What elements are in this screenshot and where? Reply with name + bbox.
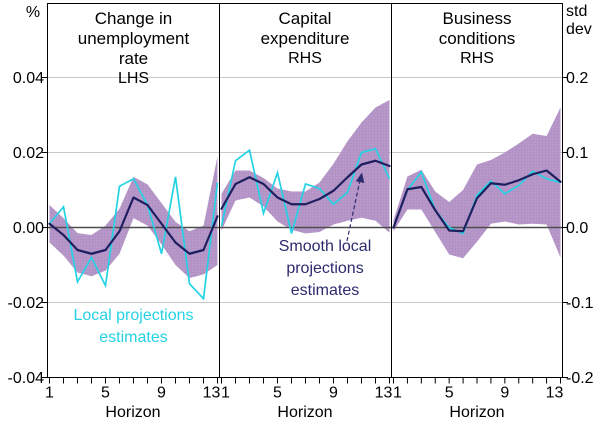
y-tick-label-right: -0.1 <box>566 295 594 312</box>
y-tick-label-left: 0.02 <box>13 145 44 162</box>
std-dev-unit-label: std dev <box>566 3 592 38</box>
confidence-band <box>49 156 218 279</box>
axis-side-label: LHS <box>117 70 150 87</box>
confidence-band <box>393 107 561 259</box>
smooth-arrow-head <box>355 172 365 183</box>
local-projections-line <box>392 170 561 235</box>
y-tick-label-right: 0.2 <box>566 70 588 87</box>
x-tick-label: 5 <box>101 385 110 402</box>
smooth-projections-line <box>220 159 391 210</box>
horizon-label-3: Horizon <box>449 404 505 421</box>
y-tick-label-right: 0.1 <box>566 145 588 162</box>
legend-smooth-projections: Smooth local projections estimates <box>278 238 372 299</box>
local-projections-line <box>48 176 219 301</box>
x-tick-label: 5 <box>273 385 282 402</box>
panel-title-text: Capital expenditure <box>260 9 350 48</box>
smooth-arrow <box>346 179 361 242</box>
y-tick-label-left: -0.04 <box>8 370 45 387</box>
panel-title-unemployment: Change in unemployment rate LHS <box>66 9 201 88</box>
x-tick-label: 13 <box>203 385 221 402</box>
panel-title-capex: Capital expenditure RHS <box>245 9 365 68</box>
local-projections-line <box>220 147 391 234</box>
panel-title-conditions: Business conditions RHS <box>417 9 537 68</box>
axis-side-label: RHS <box>460 50 494 67</box>
y-tick-label-right: -0.2 <box>566 370 594 387</box>
x-tick-label: 9 <box>500 385 509 402</box>
percent-unit-label: % <box>25 4 41 21</box>
y-tick-label-left: 0.00 <box>13 220 44 237</box>
x-tick-label: 1 <box>45 385 54 402</box>
horizon-label-2: Horizon <box>277 404 333 421</box>
x-tick-label: 1 <box>393 385 402 402</box>
legend-local-projections: Local projections estimates <box>73 307 194 346</box>
y-tick-label-left: 0.04 <box>13 70 44 87</box>
axis-side-label: RHS <box>288 50 322 67</box>
x-tick-label: 1 <box>221 385 230 402</box>
x-tick-label: 9 <box>157 385 166 402</box>
confidence-band <box>221 100 390 234</box>
x-tick-label: 9 <box>329 385 338 402</box>
x-tick-label: 13 <box>375 385 393 402</box>
smooth-projections-line <box>392 169 562 233</box>
y-tick-label-right: 0.0 <box>566 220 588 237</box>
x-tick-label: 13 <box>546 385 564 402</box>
panel-title-text: Business conditions <box>438 9 516 48</box>
horizon-label-1: Horizon <box>105 404 161 421</box>
smooth-projections-line <box>48 196 219 255</box>
y-tick-label-left: -0.02 <box>8 295 45 312</box>
panel-title-text: Change in unemployment rate <box>77 9 190 68</box>
x-tick-label: 5 <box>445 385 454 402</box>
